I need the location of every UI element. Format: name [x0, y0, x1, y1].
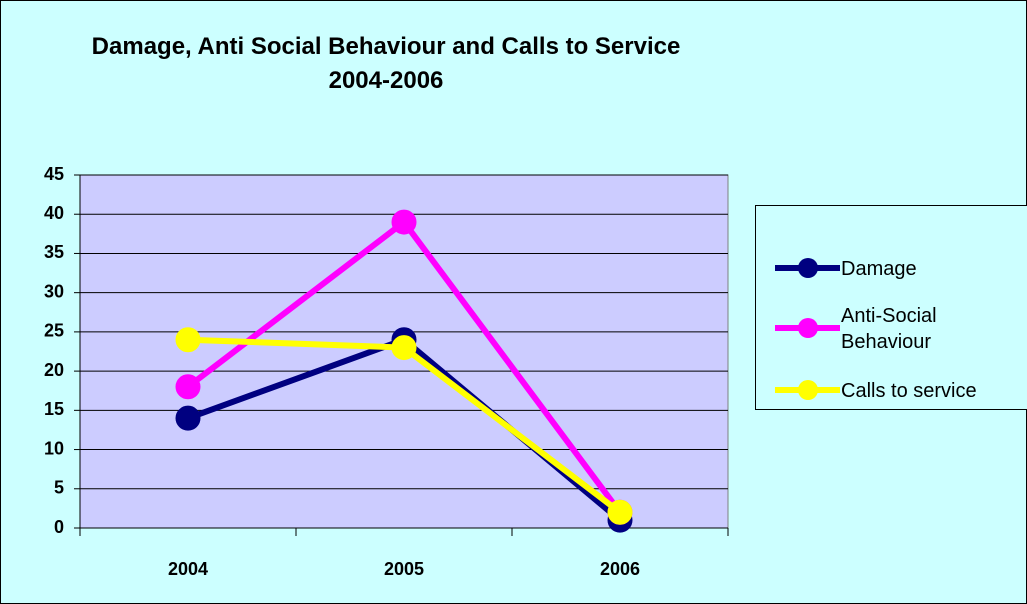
y-tick-label: 15	[44, 399, 64, 419]
y-tick-label: 40	[44, 203, 64, 223]
y-tick-label: 5	[54, 478, 64, 498]
y-tick-label: 0	[54, 517, 64, 537]
x-tick-label: 2004	[168, 559, 208, 579]
data-point	[175, 327, 201, 353]
y-tick-label: 25	[44, 321, 64, 341]
y-tick-label: 45	[44, 164, 64, 184]
x-tick-label: 2006	[600, 559, 640, 579]
data-point	[391, 335, 417, 361]
legend: Damage Anti-Social Behaviour Calls to serv…	[755, 205, 1027, 410]
data-point	[607, 499, 633, 525]
legend-marker	[798, 258, 818, 278]
legend-marker	[798, 380, 818, 400]
legend-marker	[798, 318, 818, 338]
y-tick-label: 20	[44, 360, 64, 380]
y-tick-label: 10	[44, 438, 64, 458]
chart-title: Damage, Anti Social Behaviour and Calls …	[91, 33, 681, 94]
data-point	[175, 374, 201, 400]
legend-label: Damage	[841, 258, 917, 280]
legend-label: Anti-Social Behaviour	[841, 305, 937, 353]
y-tick-label: 35	[44, 242, 64, 262]
data-point	[175, 405, 201, 431]
x-tick-label: 2005	[384, 559, 424, 579]
y-tick-label: 30	[44, 281, 64, 301]
data-point	[391, 209, 417, 235]
legend-label: Calls to service	[841, 380, 977, 402]
